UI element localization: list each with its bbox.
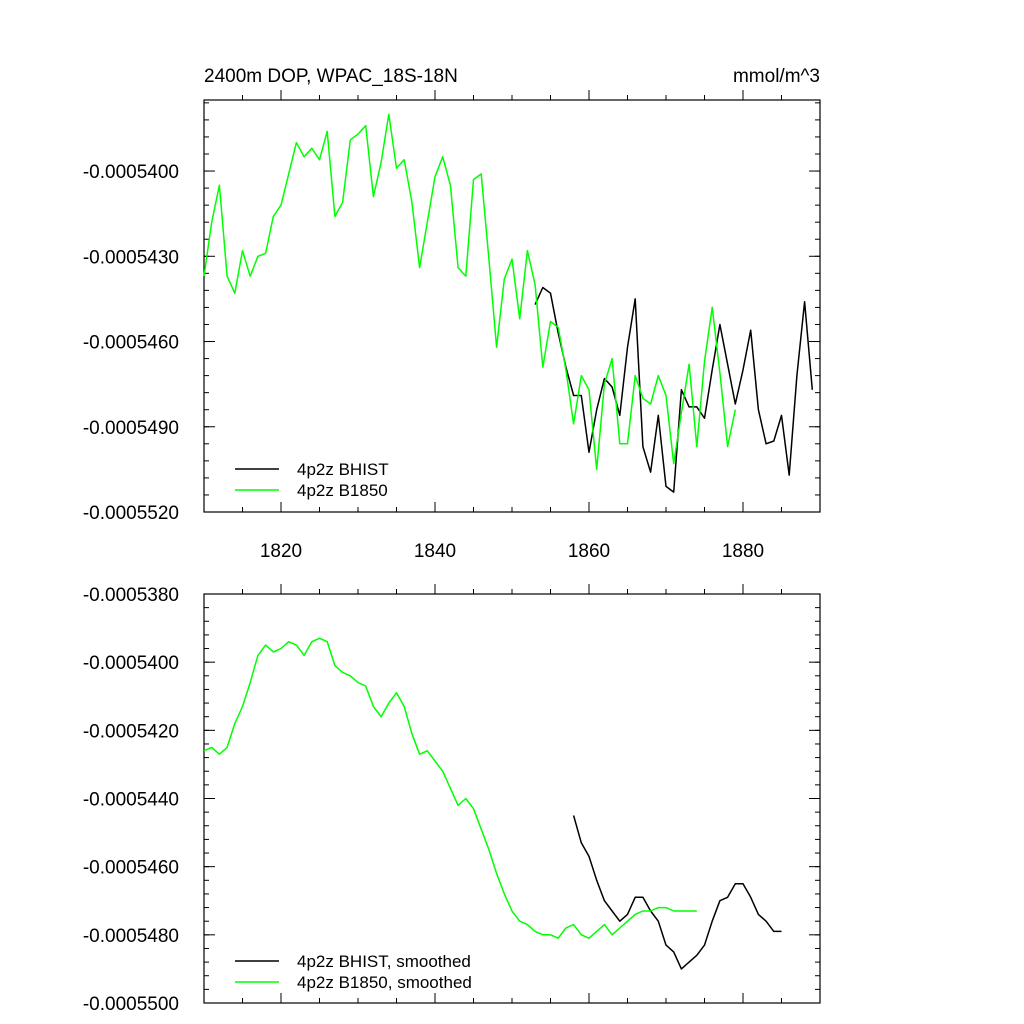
y-tick-label: -0.0005490 xyxy=(83,418,179,439)
legend-label-b1850-smoothed: 4p2z B1850, smoothed xyxy=(297,973,472,992)
x-tick-label: 1820 xyxy=(260,541,302,562)
y-tick-labels: -0.0005500 -0.0005480 -0.0005460 -0.0005440… xyxy=(83,585,179,1015)
plot-frame xyxy=(203,99,821,513)
y-tick-label: -0.0005380 xyxy=(83,585,179,606)
y-tick-label: -0.0005400 xyxy=(83,162,179,183)
y-tick-label: -0.0005400 xyxy=(83,653,179,674)
y-tick-label: -0.0005460 xyxy=(83,858,179,879)
plot-frame xyxy=(203,593,821,1004)
series-line-4p2z-bhist-smoothed xyxy=(572,815,782,970)
y-tick-label: -0.0005520 xyxy=(83,503,179,524)
series-line-4p2z-bhist xyxy=(534,286,814,493)
y-tick-label: -0.0005420 xyxy=(83,721,179,742)
y-tick-label: -0.0005430 xyxy=(83,247,179,268)
x-tick-label: 1840 xyxy=(414,541,456,562)
x-tick-labels: 1820 1840 1860 1880 xyxy=(260,541,764,562)
legend: 4p2z BHIST, smoothed 4p2z B1850, smoothe… xyxy=(235,952,472,992)
series-lines xyxy=(203,113,814,493)
series-line-4p2z-b1850 xyxy=(203,113,737,471)
tick-marks xyxy=(204,584,820,1004)
top-panel: 2400m DOP, WPAC_18S-18N mmol/m^3 -0.0005… xyxy=(83,66,821,562)
bottom-panel: -0.0005500 -0.0005480 -0.0005460 -0.0005440… xyxy=(83,584,821,1015)
x-tick-label: 1880 xyxy=(722,541,764,562)
series-line-4p2z-b1850-smoothed xyxy=(203,637,697,939)
y-tick-labels: -0.0005520 -0.0005490 -0.0005460 -0.0005430… xyxy=(83,162,179,524)
legend-label-bhist-smoothed: 4p2z BHIST, smoothed xyxy=(297,952,471,971)
legend-label-b1850: 4p2z B1850 xyxy=(297,481,388,500)
chart-title: 2400m DOP, WPAC_18S-18N xyxy=(204,66,458,87)
tick-marks xyxy=(204,90,820,513)
y-tick-label: -0.0005500 xyxy=(83,994,179,1015)
legend-label-bhist: 4p2z BHIST xyxy=(297,460,389,479)
y-tick-label: -0.0005440 xyxy=(83,790,179,811)
chart-units: mmol/m^3 xyxy=(733,66,820,87)
y-tick-label: -0.0005460 xyxy=(83,333,179,354)
x-tick-label: 1860 xyxy=(568,541,610,562)
y-tick-label: -0.0005480 xyxy=(83,926,179,947)
legend: 4p2z BHIST 4p2z B1850 xyxy=(235,460,389,500)
series-lines xyxy=(203,637,782,970)
